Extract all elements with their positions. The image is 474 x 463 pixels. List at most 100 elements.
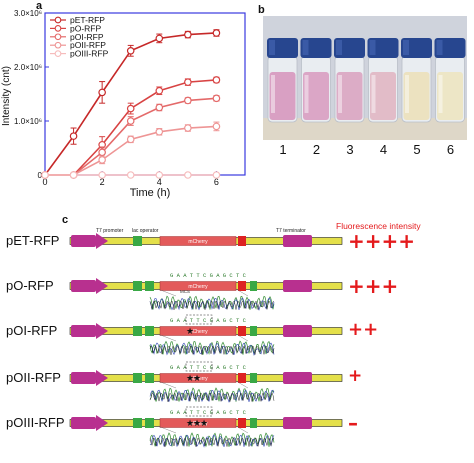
vial-highlight: [371, 75, 376, 113]
x-axis-label: Time (h): [130, 187, 171, 199]
lac-operator-label: lac operator: [132, 228, 159, 234]
stop-block: [238, 418, 246, 428]
mutation-star: ★: [186, 419, 194, 429]
data-point: [98, 88, 106, 97]
vial-liquid: [370, 72, 396, 120]
mutation-star: ★: [193, 419, 201, 429]
green-block: [250, 326, 257, 336]
data-point: [184, 78, 192, 86]
construct-label: pOIII-RFP: [6, 415, 65, 430]
data-point: [98, 156, 106, 164]
vial-liquid: [336, 72, 363, 120]
fluorescence-level: +++: [348, 274, 399, 298]
vial-highlight: [304, 75, 309, 113]
callout-line: [235, 425, 249, 434]
vial-number: 6: [446, 142, 455, 157]
chromatogram-trace: [149, 340, 275, 356]
data-point: [126, 135, 135, 144]
x-tick-label: 4: [157, 177, 162, 187]
sequence-text: G A A T T C G A G C T C: [170, 317, 247, 324]
mcherry-label: mCherry: [188, 329, 208, 335]
chromatogram-trace-2: [149, 434, 275, 448]
mutation-star: ★: [193, 374, 201, 384]
operator-block-2: [145, 373, 154, 383]
x-tick-label: 6: [214, 177, 219, 187]
data-point: [184, 96, 192, 105]
promoter-block: [71, 235, 96, 247]
data-point: [126, 104, 135, 113]
stop-block: [238, 326, 246, 336]
data-point: [126, 117, 135, 125]
data-point: [98, 171, 106, 179]
operator-block: [133, 236, 142, 246]
legend-label: pOIII-RFP: [70, 49, 109, 59]
chromatogram-trace-2: [149, 342, 275, 356]
vial-liquid: [437, 72, 463, 120]
mcherry-block: [159, 326, 237, 336]
terminator-block: [283, 417, 312, 429]
chromatogram-trace-3: [149, 392, 275, 402]
data-point: [212, 171, 221, 179]
construct-label: pOII-RFP: [6, 370, 61, 385]
mutation-star: ★: [200, 419, 208, 429]
data-point: [126, 46, 135, 55]
vial-highlight: [338, 75, 342, 113]
vial-highlight: [271, 75, 275, 113]
mcherry-block: [159, 373, 237, 383]
t7-promoter-label: T7 promoter: [96, 228, 124, 234]
vial-number: 1: [279, 142, 287, 157]
data-point: [155, 171, 164, 179]
terminator-block: [283, 372, 312, 384]
data-point: [69, 171, 78, 179]
vial-liquid: [403, 72, 430, 120]
stop-block: [238, 281, 246, 291]
chromatogram-trace-3: [149, 300, 275, 310]
vial-cap-shine: [369, 40, 376, 55]
vial-liquid: [303, 72, 329, 120]
operator-block-2: [145, 281, 154, 291]
y-axis-label: Intensity (cnt): [1, 66, 12, 126]
panel-c-label: c: [62, 214, 69, 226]
panel-a-label: a: [36, 0, 43, 12]
promoter-arrow: [96, 278, 108, 294]
data-point: [98, 148, 106, 157]
y-tick-label: 0: [38, 171, 43, 180]
vial-cap-shine: [269, 40, 275, 55]
operator-block-2: [145, 418, 154, 428]
data-point: [155, 103, 164, 112]
vial-cap-shine: [336, 40, 342, 55]
mcs-label: MCS: [180, 289, 190, 294]
data-point: [212, 122, 221, 131]
construct-label: pET-RFP: [6, 233, 60, 248]
operator-block: [133, 373, 142, 383]
operator-block: [133, 281, 142, 291]
promoter-arrow: [96, 370, 108, 386]
construct-label: pO-RFP: [6, 278, 54, 293]
vial-highlight: [438, 75, 443, 113]
sequence-text: G A A T T C G A G C T C: [170, 409, 247, 416]
data-point: [184, 30, 192, 39]
mcherry-block: [159, 281, 237, 291]
x-tick-label: 0: [42, 177, 47, 187]
mcherry-label: mCherry: [188, 376, 208, 382]
sequence-text: G A A T T C G A G C T C: [170, 364, 247, 371]
green-block: [250, 281, 257, 291]
mutation-star: ★: [186, 374, 194, 384]
mcherry-label: mCherry: [188, 284, 208, 290]
mutation-star: ★: [186, 327, 194, 337]
vial-number: 4: [379, 142, 388, 157]
chromatogram-trace: [149, 387, 275, 403]
t7-terminator-label: T7 terminator: [276, 228, 306, 234]
promoter-block: [71, 280, 96, 292]
promoter-block: [71, 372, 96, 384]
construct-label: pOI-RFP: [6, 323, 58, 338]
callout-line: [235, 333, 249, 342]
operator-block: [133, 326, 142, 336]
data-point: [155, 34, 164, 43]
legend-label: pOI-RFP: [70, 32, 104, 42]
terminator-block: [283, 235, 312, 247]
promoter-arrow: [96, 233, 108, 249]
callout-line: [157, 333, 177, 342]
data-point: [41, 171, 49, 179]
vial-cap-shine: [436, 40, 443, 55]
